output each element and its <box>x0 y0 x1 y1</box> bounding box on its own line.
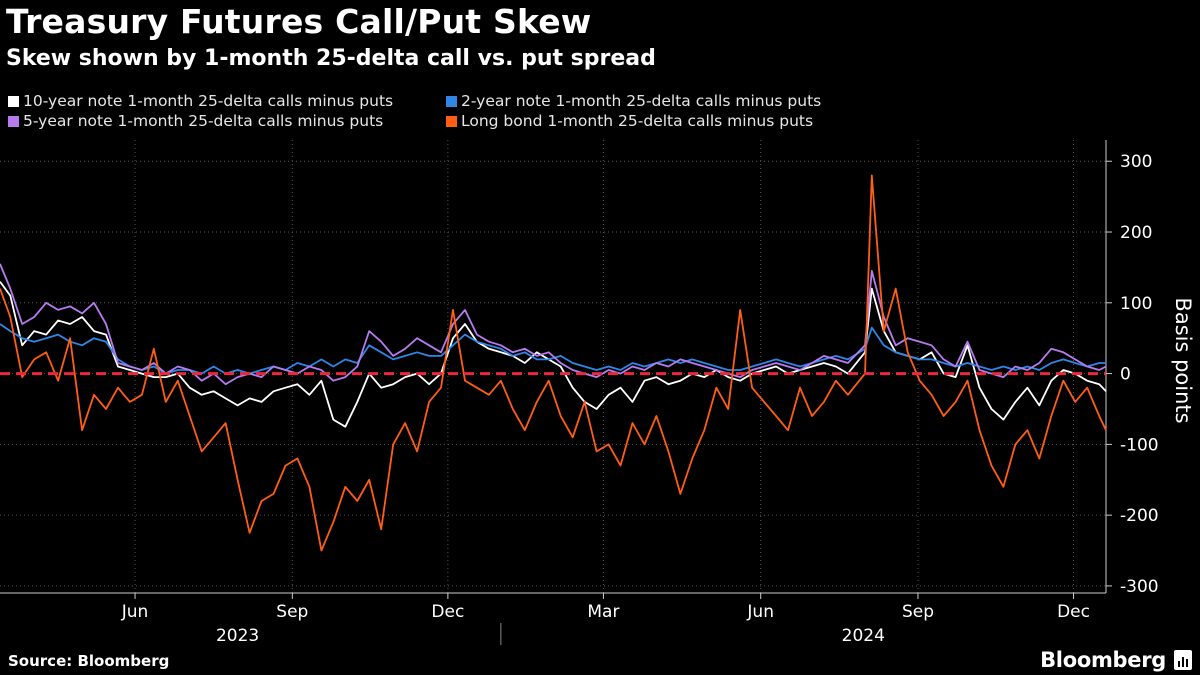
legend-swatch-10-year <box>8 95 19 107</box>
legend-item-10-year: 10-year note 1-month 25-delta calls minu… <box>8 92 393 110</box>
y-tick-label: 300 <box>1120 152 1152 172</box>
y-tick-label: 200 <box>1120 223 1152 243</box>
source-note: Source: Bloomberg <box>8 652 170 670</box>
legend-item-2-year: 2-year note 1-month 25-delta calls minus… <box>446 92 821 110</box>
y-tick-label: 0 <box>1120 365 1131 385</box>
x-tick-label: Jun <box>121 602 149 622</box>
chart-title: Treasury Futures Call/Put Skew <box>6 2 592 41</box>
legend-label-10-year: 10-year note 1-month 25-delta calls minu… <box>23 92 394 110</box>
series-line-3 <box>0 174 1107 552</box>
bloomberg-terminal-icon <box>1174 650 1192 670</box>
x-year-label: 2024 <box>842 626 885 646</box>
y-tick-label: -200 <box>1120 506 1159 526</box>
legend-label-2-year: 2-year note 1-month 25-delta calls minus… <box>461 92 822 110</box>
series-line-0 <box>0 281 1107 428</box>
x-tick-label: Dec <box>1057 602 1090 622</box>
legend-swatch-5-year <box>8 115 19 127</box>
x-tick-label: Sep <box>276 602 308 622</box>
legend-label-5-year: 5-year note 1-month 25-delta calls minus… <box>23 112 384 130</box>
x-tick-label: Mar <box>587 602 619 622</box>
x-tick-label: Dec <box>431 602 464 622</box>
legend-swatch-2-year <box>446 95 457 107</box>
bloomberg-logo: Bloomberg <box>1040 648 1166 672</box>
x-tick-label: Sep <box>902 602 934 622</box>
series-line-2 <box>0 263 1107 386</box>
legend-swatch-long-bond <box>446 115 457 127</box>
y-tick-label: -100 <box>1120 435 1159 455</box>
legend-label-long-bond: Long bond 1-month 25-delta calls minus p… <box>461 112 814 130</box>
legend-item-5-year: 5-year note 1-month 25-delta calls minus… <box>8 112 383 130</box>
x-year-label: 2023 <box>216 626 259 646</box>
x-tick-label: Jun <box>746 602 774 622</box>
chart-subtitle: Skew shown by 1-month 25-delta call vs. … <box>6 46 656 71</box>
y-tick-label: -300 <box>1120 577 1159 597</box>
y-axis-title: Basis points <box>1171 297 1195 423</box>
y-tick-label: 100 <box>1120 294 1152 314</box>
legend-item-long-bond: Long bond 1-month 25-delta calls minus p… <box>446 112 813 130</box>
